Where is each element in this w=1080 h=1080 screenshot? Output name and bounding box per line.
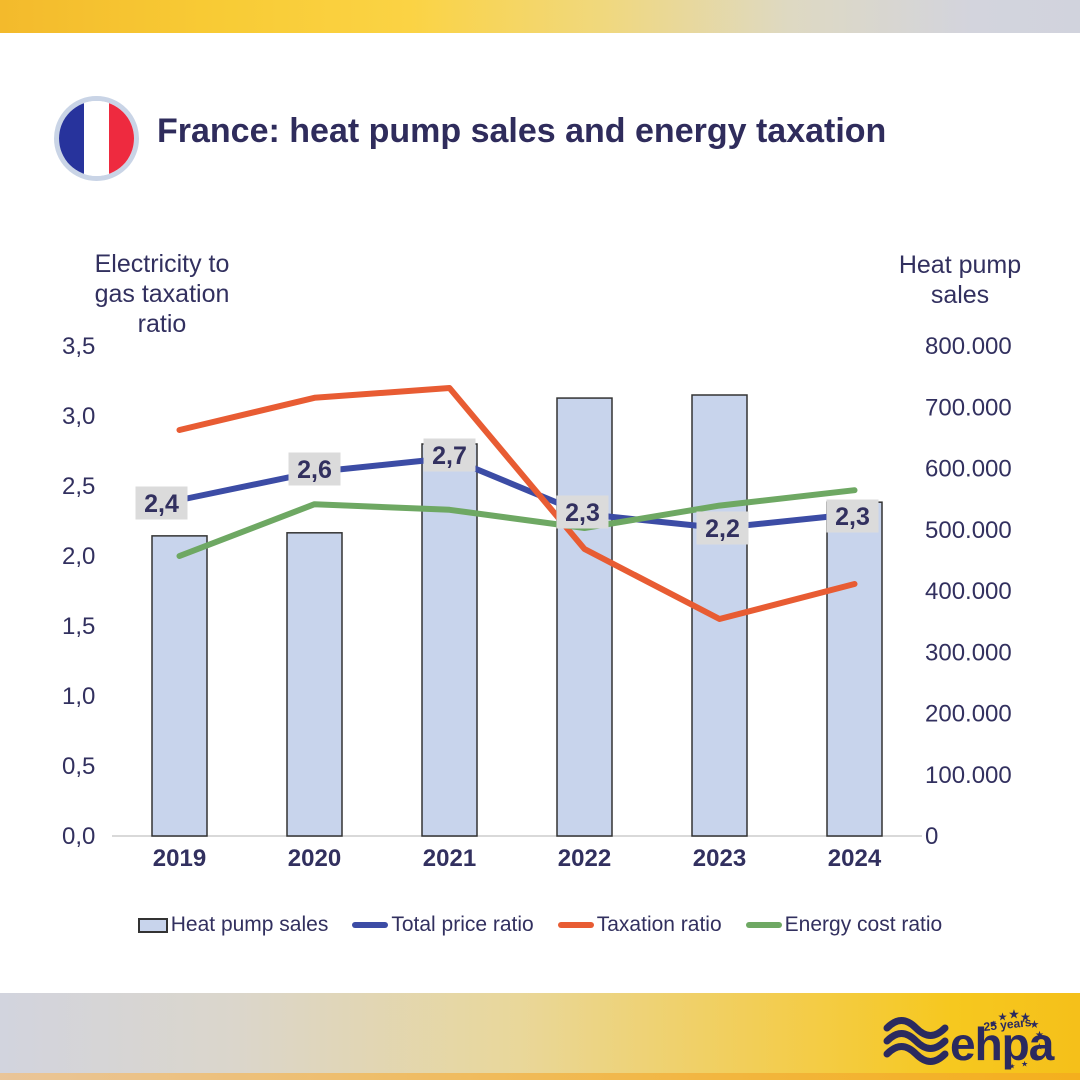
left-axis-title-line: gas taxation [95, 280, 230, 308]
star-icon: ★ [1035, 1030, 1044, 1041]
left-axis-tick: 2,5 [62, 473, 95, 500]
france-flag-icon [54, 96, 139, 181]
star-icon: ★ [1009, 1062, 1015, 1070]
bar-2019 [151, 535, 208, 837]
star-icon: ★ [1020, 1010, 1031, 1024]
right-axis-title-line: Heat pump [899, 251, 1021, 279]
top-gradient-band [0, 0, 1080, 33]
data-label: 2,2 [705, 515, 740, 543]
x-axis-label-2021: 2021 [423, 845, 476, 872]
left-axis-tick: 2,0 [62, 543, 95, 570]
bar-2022 [556, 397, 613, 837]
left-axis-tick: 0,0 [62, 823, 95, 850]
legend-item-taxation-ratio: Taxation ratio [557, 913, 722, 937]
legend-label: Taxation ratio [596, 913, 722, 936]
bar-2021 [421, 443, 478, 837]
right-axis-tick: 500.000 [925, 517, 1012, 544]
line-taxation-ratio [176, 385, 858, 622]
x-axis-label-2024: 2024 [828, 845, 882, 872]
right-axis-tick: 200.000 [925, 701, 1012, 728]
left-axis-tick: 1,0 [62, 683, 95, 710]
legend-item-heat-pump-sales: Heat pump sales [137, 913, 329, 937]
star-icon: ★ [1008, 1008, 1020, 1023]
left-axis-title: Electricity to gas taxation ratio [95, 250, 230, 338]
left-axis-title-line: Electricity to [95, 250, 230, 278]
star-icon: ★ [1035, 1042, 1043, 1052]
data-label-box [135, 486, 188, 520]
waves-icon [883, 1017, 949, 1065]
legend: Heat pump sales Total price ratio Taxation… [0, 907, 1080, 943]
left-axis-tick: 3,0 [62, 403, 95, 430]
x-axis-label-2019: 2019 [153, 845, 206, 872]
flag-white-stripe [84, 101, 109, 176]
right-axis-tick: 300.000 [925, 639, 1012, 666]
right-axis-tick: 0 [925, 823, 938, 850]
bar-2024 [826, 501, 883, 837]
legend-line-swatch [352, 922, 389, 928]
right-axis-tick: 800.000 [925, 333, 1012, 360]
legend-line-swatch [745, 922, 782, 928]
header: France: heat pump sales and energy taxat… [0, 0, 1080, 200]
data-label: 2,7 [432, 442, 467, 470]
data-label-box [288, 452, 341, 486]
legend-label: Heat pump sales [170, 913, 329, 936]
star-icon: ★ [998, 1010, 1008, 1023]
left-axis-title-line: ratio [138, 310, 187, 338]
left-axis-tick: 3,5 [62, 333, 95, 360]
legend-label: Total price ratio [391, 913, 534, 936]
page-title: France: heat pump sales and energy taxat… [157, 112, 887, 150]
right-axis-title-line: sales [931, 281, 989, 309]
data-label-box [556, 495, 609, 529]
bar-2020 [286, 532, 343, 837]
eu-stars-icon: ★★ ★ ★★★★★★★ [989, 1008, 1043, 1071]
ehpa-logo-tagline: 25 years [983, 1015, 1033, 1034]
x-axis-label-2020: 2020 [288, 845, 341, 872]
legend-item-energy-cost-ratio: Energy cost ratio [745, 913, 943, 937]
left-axis-tick: 0,5 [62, 753, 95, 780]
right-axis-tick: 400.000 [925, 578, 1012, 605]
data-label: 2,6 [297, 456, 332, 484]
data-label: 2,3 [565, 499, 600, 527]
legend-line-swatch [557, 922, 594, 928]
ehpa-logo-text: ehpa [950, 1018, 1055, 1070]
right-axis-tick: 100.000 [925, 762, 1012, 789]
x-axis-label-2022: 2022 [558, 845, 611, 872]
bottom-gradient-band: ehpa 25 years ★ ★ ★ ★ ★ ★ ★ ★ ★ ★ [0, 993, 1080, 1080]
star-icon: ★ [989, 1020, 997, 1030]
data-label-box [826, 499, 879, 533]
data-label-box [696, 511, 749, 545]
left-axis-tick: 1,5 [62, 613, 95, 640]
ehpa-logo: ehpa 25 years ★★ ★ ★★★★★★★ [883, 1008, 1056, 1071]
line-energy-cost-ratio [176, 487, 858, 559]
legend-bar-swatch [137, 917, 168, 933]
star-icon: ★ [1030, 1018, 1040, 1031]
data-label: 2,3 [835, 503, 870, 531]
legend-item-total-price-ratio: Total price ratio [352, 913, 534, 937]
x-axis-label-2023: 2023 [693, 845, 746, 872]
star-icon: ★ [1030, 1053, 1037, 1062]
right-axis-title: Heat pump sales [899, 251, 1021, 309]
right-axis-tick: 700.000 [925, 394, 1012, 421]
right-axis-tick: 600.000 [925, 456, 1012, 483]
star-icon: ★ [1021, 1060, 1028, 1069]
legend-label: Energy cost ratio [784, 913, 943, 936]
data-label: 2,4 [144, 490, 179, 518]
data-label-box [423, 438, 476, 472]
